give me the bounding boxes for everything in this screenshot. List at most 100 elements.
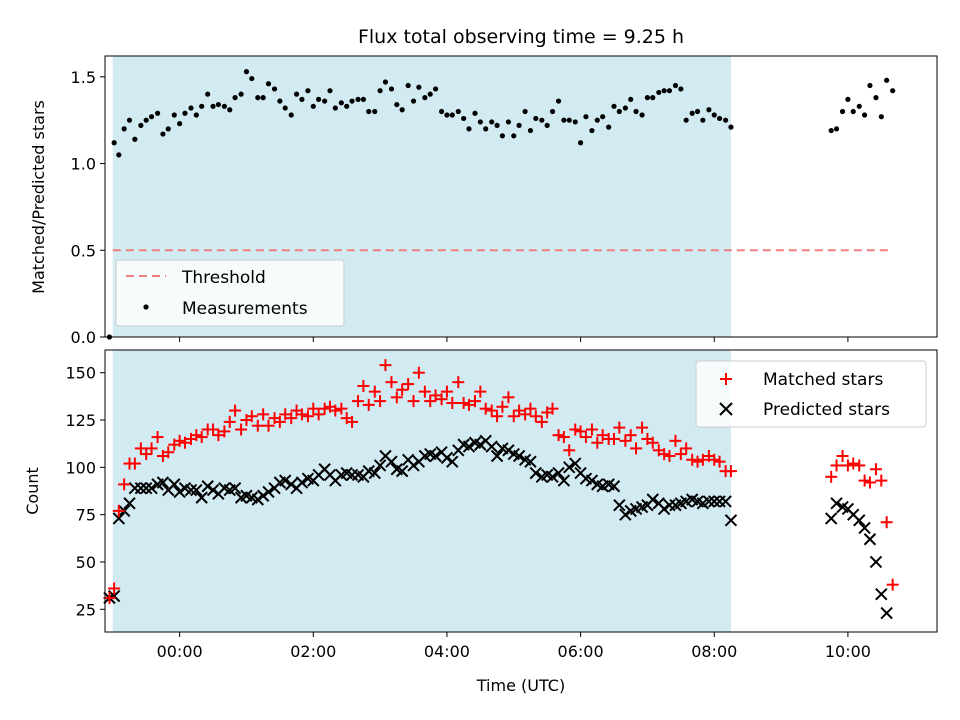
- predicted-star-point: [569, 457, 582, 470]
- top-y-axis-label: Matched/Predicted stars: [29, 100, 48, 294]
- measurement-point: [416, 84, 422, 90]
- matched-stars-series: [103, 359, 899, 604]
- matched-star-point: [841, 459, 854, 472]
- matched-star-point: [574, 425, 587, 438]
- x-tick-label: 10:00: [825, 642, 871, 661]
- predicted-star-point: [702, 495, 716, 508]
- measurement-point: [522, 108, 528, 115]
- measurement-point: [711, 112, 717, 118]
- matched-star-point: [207, 423, 220, 436]
- measurement-point: [410, 98, 417, 104]
- matched-star-point: [847, 457, 860, 470]
- matched-star-point: [591, 436, 604, 449]
- measurement-point: [165, 126, 171, 132]
- predicted-star-point: [490, 449, 504, 463]
- measurement-point: [700, 117, 706, 123]
- matched-star-point: [424, 395, 437, 408]
- measurement-point: [349, 98, 355, 104]
- measurement-point: [277, 98, 283, 104]
- y-tick-label: 25: [76, 600, 96, 619]
- measurement-point: [494, 122, 500, 128]
- measurement-point: [288, 112, 294, 118]
- matched-star-point: [886, 578, 899, 591]
- measurement-point: [360, 96, 366, 102]
- predicted-star-point: [546, 470, 559, 484]
- matched-star-point: [552, 429, 565, 442]
- measurement-point: [566, 117, 572, 123]
- predicted-star-point: [395, 464, 409, 478]
- predicted-star-point: [875, 587, 888, 601]
- measurement-point: [327, 88, 333, 94]
- matched-star-point: [190, 429, 203, 442]
- predicted-star-point: [607, 480, 621, 493]
- matched-star-point: [875, 474, 888, 487]
- measurement-point: [427, 91, 433, 97]
- measurement-point: [505, 119, 512, 125]
- matched-star-point: [680, 442, 693, 455]
- bottom-y-axis-label: Count: [23, 467, 42, 515]
- measurement-point: [639, 112, 645, 118]
- matched-star-point: [502, 391, 515, 404]
- predicted-star-point: [524, 455, 537, 468]
- bottom-axes-frame: [104, 349, 938, 633]
- matched-star-point: [335, 402, 348, 415]
- x-tick-label: 00:00: [157, 642, 203, 661]
- measurement-point: [850, 108, 856, 115]
- matched-star-point: [435, 393, 448, 406]
- measurement-point: [561, 117, 567, 123]
- y-tick-label: 0.0: [71, 328, 96, 347]
- measurement-point: [322, 98, 328, 104]
- matched-star-point: [396, 383, 409, 396]
- matched-star-point: [608, 432, 621, 445]
- predicted-star-point: [563, 461, 576, 474]
- predicted-star-point: [385, 455, 398, 468]
- top-x-ticks: [179, 337, 849, 342]
- predicted-star-point: [613, 498, 626, 512]
- measurement-point: [148, 114, 155, 120]
- matched-star-point: [212, 429, 225, 442]
- measurement-point: [644, 95, 651, 101]
- measurement-point: [867, 82, 873, 89]
- measurements-series: [106, 69, 896, 340]
- predicted-star-point: [824, 512, 838, 525]
- measurement-point: [622, 105, 628, 111]
- measurement-point: [611, 103, 617, 109]
- measurement-point: [555, 98, 562, 104]
- measurement-point: [672, 82, 679, 89]
- matched-star-point: [830, 459, 843, 472]
- measurement-point: [332, 105, 338, 111]
- matched-star-point: [418, 385, 431, 398]
- measurement-point: [299, 96, 305, 102]
- measurement-point: [477, 119, 483, 125]
- measurement-point: [305, 88, 311, 94]
- y-tick-label: 150: [65, 364, 96, 383]
- matched-star-point: [452, 376, 465, 389]
- measurement-point: [377, 88, 383, 94]
- matched-star-point: [462, 398, 475, 411]
- predicted-stars-series: [103, 434, 893, 620]
- matched-star-point: [385, 376, 398, 389]
- matched-star-point: [646, 436, 659, 449]
- measurement-point: [355, 96, 361, 102]
- measurement-point: [694, 108, 701, 115]
- measurement-point: [399, 107, 405, 113]
- measurement-point: [706, 107, 712, 113]
- measurement-point: [633, 108, 639, 115]
- y-tick-label: 125: [65, 411, 96, 430]
- measurement-point: [132, 136, 138, 142]
- measurement-point: [422, 95, 428, 101]
- matched-star-point: [318, 402, 331, 415]
- measurement-point: [382, 79, 389, 85]
- matched-star-point: [412, 366, 425, 379]
- matched-star-point: [858, 474, 871, 487]
- measurement-point: [716, 115, 723, 122]
- measurement-point: [723, 117, 729, 123]
- matched-star-point: [557, 431, 570, 444]
- matched-star-point: [669, 434, 682, 447]
- measurement-point: [516, 122, 522, 128]
- predicted-star-point: [123, 497, 136, 510]
- measurement-point: [449, 112, 455, 118]
- measurement-point: [539, 117, 545, 123]
- matched-star-point: [663, 449, 676, 462]
- matched-star-point: [329, 404, 342, 417]
